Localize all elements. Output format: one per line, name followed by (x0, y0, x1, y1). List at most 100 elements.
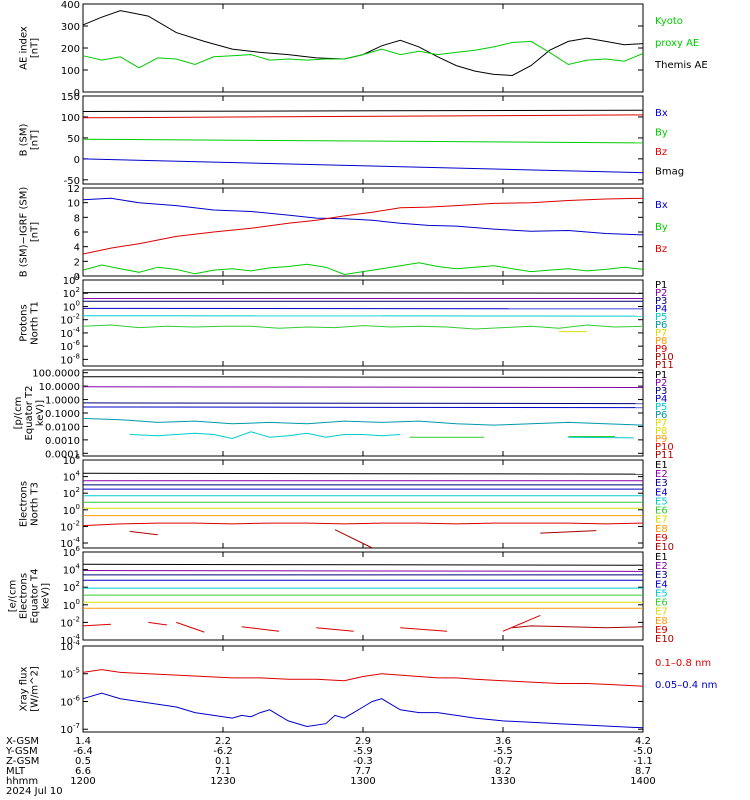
ephemeris-value: -5.5 (493, 746, 513, 757)
y-axis-label: B (SM) (19, 123, 30, 156)
panel-frame (82, 645, 644, 733)
series-e9g (502, 614, 541, 632)
y-tick-label: 0.0001 (45, 449, 80, 460)
panel-frame (82, 369, 644, 457)
ephemeris-value: 1.4 (75, 736, 91, 747)
legend-entry: E7 (655, 607, 668, 618)
y-tick-label: 10-8 (60, 352, 80, 366)
ephemeris-value: 8.7 (635, 766, 651, 777)
ephemeris-value: -1.1 (633, 756, 653, 767)
series-p3 (82, 402, 644, 405)
y-tick-label: 150 (61, 92, 80, 103)
y-tick-label: 106 (63, 453, 81, 467)
legend-entry: E2 (655, 561, 668, 572)
legend-entry: P10 (655, 442, 674, 453)
y-tick-label: 6 (74, 228, 80, 239)
legend-entry: P2 (655, 378, 667, 389)
legend-entry: E8 (655, 616, 668, 627)
series-e10 (512, 625, 644, 629)
y-tick-label: 8 (74, 213, 80, 224)
series-e9f (400, 627, 448, 632)
panel-eequator: 106 104 102 100 10-2 10-4 [e/(cm Electrons Equat… (8, 545, 675, 647)
ephemeris-value: 0.1 (215, 756, 231, 767)
y-tick-label: 1.0000 (45, 396, 80, 407)
series-e1 (82, 472, 644, 475)
series-p6 (82, 324, 644, 330)
ephemeris-value: 1400 (630, 776, 655, 787)
legend-entry: P6 (655, 320, 667, 331)
legend-entry: Bz (655, 147, 667, 158)
ephemeris-value: 1330 (490, 776, 515, 787)
legend-entry: P3 (655, 296, 667, 307)
legend-entry: E7 (655, 515, 668, 526)
y-tick-label: 0 (74, 272, 80, 283)
series-e9a (82, 623, 112, 627)
series-p1 (82, 292, 644, 294)
legend-entry: Bx (655, 200, 668, 211)
y-tick-label: 0.0010 (45, 436, 80, 447)
ephemeris-value: 8.2 (495, 766, 511, 777)
legend-entry: E4 (655, 579, 668, 590)
legend-entry: E1 (655, 460, 668, 471)
y-tick-label: 10-7 (60, 722, 80, 736)
legend-entry: P2 (655, 288, 667, 299)
legend-entry: P4 (655, 394, 667, 405)
series-e9c (176, 621, 205, 633)
ephemeris-value: 2.2 (215, 736, 231, 747)
legend-entry: P1 (655, 280, 667, 291)
legend-entry: E2 (655, 469, 668, 480)
y-axis-label: [nT] (30, 222, 41, 242)
ephemeris-value: -5.9 (353, 746, 373, 757)
legend-entry: E3 (655, 478, 668, 489)
series-e10b (334, 529, 373, 549)
y-tick-label: 100 (61, 113, 80, 124)
legend-entry: Bz (655, 244, 667, 255)
y-axis-label: [p/(cm (13, 397, 24, 430)
y-tick-label: 0.0100 (45, 422, 80, 433)
legend-entry: E4 (655, 487, 668, 498)
series-e9 (82, 522, 644, 527)
series-e9b (148, 621, 168, 626)
y-tick-label: 10-5 (60, 667, 80, 681)
y-tick-label: 102 (63, 486, 80, 500)
legend-entry: E9 (655, 625, 668, 636)
y-tick-label: 0.1000 (45, 409, 80, 420)
series-kyoto-proxy-ae (82, 40, 644, 69)
y-tick-label: 10-2 (60, 313, 80, 327)
series-p9 (568, 436, 634, 439)
y-axis-label: [e/(cm (8, 580, 19, 613)
series-p2 (82, 386, 644, 388)
y-tick-label: 100.0000 (32, 369, 80, 380)
y-axis-label: B (SM)−IGRF (SM) (19, 187, 30, 278)
series-e1 (82, 563, 644, 566)
y-axis-label: Protons (19, 304, 30, 341)
legend-entry: E1 (655, 552, 668, 563)
y-tick-label: 106 (63, 545, 81, 559)
legend-entry: P3 (655, 386, 667, 397)
series-e10a (129, 530, 158, 536)
y-tick-label: 10 (67, 199, 80, 210)
ephemeris-value: 1300 (350, 776, 375, 787)
legend-entry: P9 (655, 344, 667, 355)
legend-entry: E10 (655, 634, 674, 645)
ephemeris-row-label: MLT (6, 766, 26, 777)
y-axis-label: Equator T4 (30, 569, 41, 624)
series-p4 (82, 406, 644, 409)
ephemeris-value: 1230 (210, 776, 235, 787)
legend-entry: Themis AE (654, 60, 708, 71)
legend-entry: P5 (655, 402, 667, 413)
legend-entry: E5 (655, 588, 668, 599)
panel-ae: 0 100 200 300 400 AE index [nT] Kyoto proxy AE Th… (19, 0, 708, 99)
series-e9e (316, 627, 354, 632)
y-tick-label: 104 (63, 470, 81, 484)
y-axis-label: Electrons (19, 481, 30, 527)
y-tick-label: 10.0000 (39, 382, 80, 393)
legend-entry: P7 (655, 418, 667, 429)
y-axis-label: AE index (19, 26, 30, 70)
legend-entry: Bx (655, 108, 668, 119)
y-tick-label: 50 (67, 134, 80, 145)
series-bmag (82, 109, 644, 112)
y-tick-label: 102 (63, 286, 80, 300)
